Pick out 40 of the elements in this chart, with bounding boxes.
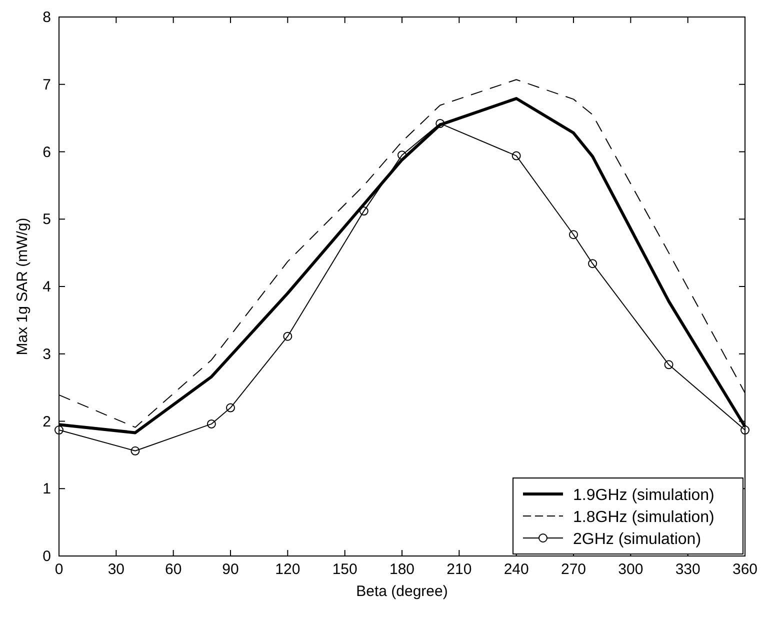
x-tick-label: 0 (54, 561, 64, 578)
point (206, 419, 216, 428)
point (436, 118, 445, 128)
x-tick-label: 270 (560, 561, 586, 578)
x-tick-label: 60 (164, 561, 182, 578)
point (398, 150, 406, 160)
point (54, 426, 64, 435)
y-tick-label: 3 (42, 346, 51, 363)
y-tick-label: 6 (42, 144, 51, 161)
x-tick-label: 210 (446, 561, 472, 578)
legend-label: 2GHz (simulation) (573, 531, 702, 548)
x-tick-label: 360 (732, 561, 758, 578)
y-tick-label: 4 (42, 278, 51, 296)
y-axis-title: Max 1g SAR (mW/g) (14, 218, 31, 356)
legend-label: 1.9GHz (simulation) (573, 487, 714, 504)
point (569, 230, 578, 240)
point (588, 259, 598, 268)
point (283, 332, 292, 341)
point (512, 151, 521, 160)
legend-label: 1.8GHz (simulation) (573, 509, 714, 526)
point (226, 403, 235, 412)
y-tick-label: 1 (42, 480, 51, 498)
x-axis-title: Beta (degree) (356, 583, 448, 600)
y-tick-label: 5 (42, 211, 51, 228)
x-tick-label: 240 (504, 561, 529, 578)
point (130, 446, 140, 456)
point (664, 360, 674, 370)
y-tick-label: 8 (42, 9, 51, 26)
x-tick-label: 330 (675, 561, 700, 578)
x-tick-label: 120 (275, 561, 300, 578)
y-tick-label: 0 (42, 548, 51, 565)
point (359, 206, 368, 216)
y-tick-label: 7 (42, 76, 51, 94)
y-tick-label: 2 (42, 413, 51, 430)
x-tick-label: 150 (332, 561, 358, 578)
point (740, 426, 750, 435)
x-tick-label: 90 (222, 561, 239, 578)
x-tick-label: 30 (108, 561, 125, 578)
x-tick-label: 300 (618, 561, 644, 578)
x-tick-label: 180 (389, 561, 415, 578)
